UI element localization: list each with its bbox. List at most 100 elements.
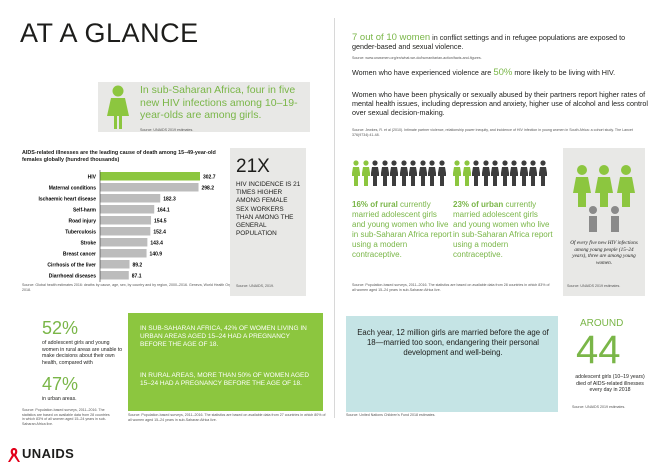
bar-value-label: 164.1 [157,208,170,214]
rural-decision-percent: 52% [42,318,79,338]
daily-deaths-number: 44 [576,328,621,372]
bar-value-label: 154.5 [154,219,167,225]
hiv-stat-panel [98,82,310,132]
child-marriage-source: Source: United Nations Children's Fund 2… [346,413,436,417]
daily-deaths-source: Source: UNAIDS 2019 estimates. [572,405,626,409]
bar-value-label: 302.7 [203,175,216,181]
incidence-text: HIV incidence is 21 times higher among f… [236,181,301,238]
violence-hiv-pre: Women who have experienced violence are [352,68,494,77]
violence-hiv-stat: Women who have experienced violence are … [352,67,642,78]
conflict-violence-text: in conflict settings and in refugee popu… [352,33,626,51]
person-icon [371,160,379,186]
abuse-health-source: Source: Jewkes, R. et al (2010). Intimat… [352,128,633,137]
person-icon [361,160,370,186]
young-people-icons [573,165,635,232]
person-icon [529,160,537,186]
bar-category-label: HIV [88,175,97,181]
page-title: AT A GLANCE [20,18,199,48]
rural-contraceptive-highlight: 16% of rural [352,200,398,209]
rural-contraceptive-text: currently married adolescent girls and y… [352,200,452,259]
center-divider [334,18,335,418]
decision-source: Source: Population-based surveys, 2011–2… [22,408,110,426]
person-icon [491,160,499,186]
incidence-source: Source: UNAIDS, 2019. [236,284,274,288]
rural-contraceptive-stat: 16% of rural currently married adolescen… [352,200,452,260]
bar-category-label: Diarrhoeal diseases [49,274,96,280]
urban-contraceptive-highlight: 23% of urban [453,200,504,209]
incidence-panel [230,148,306,296]
person-icon [510,160,518,186]
female-figure-icon [100,84,136,130]
pregnancy-urban-text: In sub-Saharan Africa, 42% of women livi… [140,325,307,349]
violence-hiv-highlight: 50% [493,67,513,78]
bar-value-label: 152.4 [153,230,166,236]
bar [100,260,130,269]
hiv-stat-text: In sub-Saharan Africa, four in five new … [140,84,298,121]
bar [100,194,161,203]
person-icon [380,160,389,186]
person-icon [428,160,436,186]
daily-deaths-text: adolescent girls (10–19 years) died of A… [575,374,645,394]
pregnancy-rural-text: In rural areas, more than 50% of women a… [140,372,310,388]
bar-category-label: Tuberculosis [65,230,96,236]
person-icon [409,160,417,186]
rural-decision-text: of adolescent girls and young women in r… [42,340,123,366]
bar-category-label: Breast cancer [63,252,96,258]
unaids-logo: UNAIDS [6,446,74,463]
logo-text: UNAIDS [22,446,75,461]
chart-source: Source: Global health estimates 2016: de… [22,283,247,292]
person-icon [538,160,547,186]
bar [100,183,199,192]
bar [100,172,200,181]
red-ribbon-icon [8,447,20,462]
young-infections-text: Of every five new HIV infections among y… [570,240,638,266]
bar [100,205,155,214]
bar-value-label: 140.9 [150,252,163,258]
chart-title: AIDS-related illnesses are the leading c… [22,150,216,163]
bar [100,249,147,258]
person-icon [481,160,490,186]
bar-value-label: 298.2 [202,186,215,192]
urban-contraceptive-text: currently married adolescent girls and y… [453,200,553,259]
bar-value-label: 143.4 [150,241,163,247]
bar-category-label: Stroke [80,241,96,247]
abuse-health-stat: Women who have been physically or sexual… [352,90,648,117]
bar [100,227,151,236]
death-causes-bar-chart: HIV 302.7 Maternal conditions 298.2 Ischaemi… [38,170,216,282]
person-icon [472,160,480,186]
pregnancy-source: Source: Population-based surveys, 2011–2… [128,413,326,422]
urban-contraceptive-stat: 23% of urban currently married adolescen… [453,200,553,260]
around-label: AROUND [580,318,624,329]
bar-category-label: Maternal conditions [49,186,96,192]
child-marriage-text: Each year, 12 million girls are married … [357,328,549,357]
young-infections-source: Source: UNAIDS 2019 estimates. [567,284,621,288]
conflict-violence-stat: 7 out of 10 women in conflict settings a… [352,33,642,51]
pregnancy-panel [128,313,323,411]
bar [100,216,152,225]
person-icon [453,160,461,186]
person-icon [390,160,398,186]
hiv-stat-source: Source: UNAIDS 2019 estimates. [140,128,194,132]
person-icon [399,160,408,186]
person-icon [418,160,427,186]
conflict-violence-source: Source: www.unwomen.org/en/what-we-do/hu… [352,56,482,60]
bar-value-label: 89.2 [132,263,142,269]
person-icon [462,160,471,186]
person-icon [519,160,528,186]
urban-decision-percent: 47% [42,374,79,394]
bar [100,238,148,247]
bar-category-label: Road injury [68,219,96,225]
contraceptive-source: Source: Population-based surveys, 2011–2… [352,283,550,292]
person-icon [500,160,509,186]
incidence-multiplier: 21X [236,156,270,177]
bar-value-label: 87.1 [132,274,142,280]
child-marriage-panel [346,316,558,412]
urban-decision-text: in urban areas. [42,396,77,402]
bar-category-label: Cirrhosis of the liver [47,263,96,269]
conflict-violence-highlight: 7 out of 10 women [352,32,431,43]
bar [100,271,129,280]
person-icon [437,160,446,186]
bar-category-label: Ischaemic heart disease [38,197,96,203]
violence-hiv-post: more likely to be living with HIV. [512,68,616,77]
bar-category-label: Self-harm [73,208,97,214]
